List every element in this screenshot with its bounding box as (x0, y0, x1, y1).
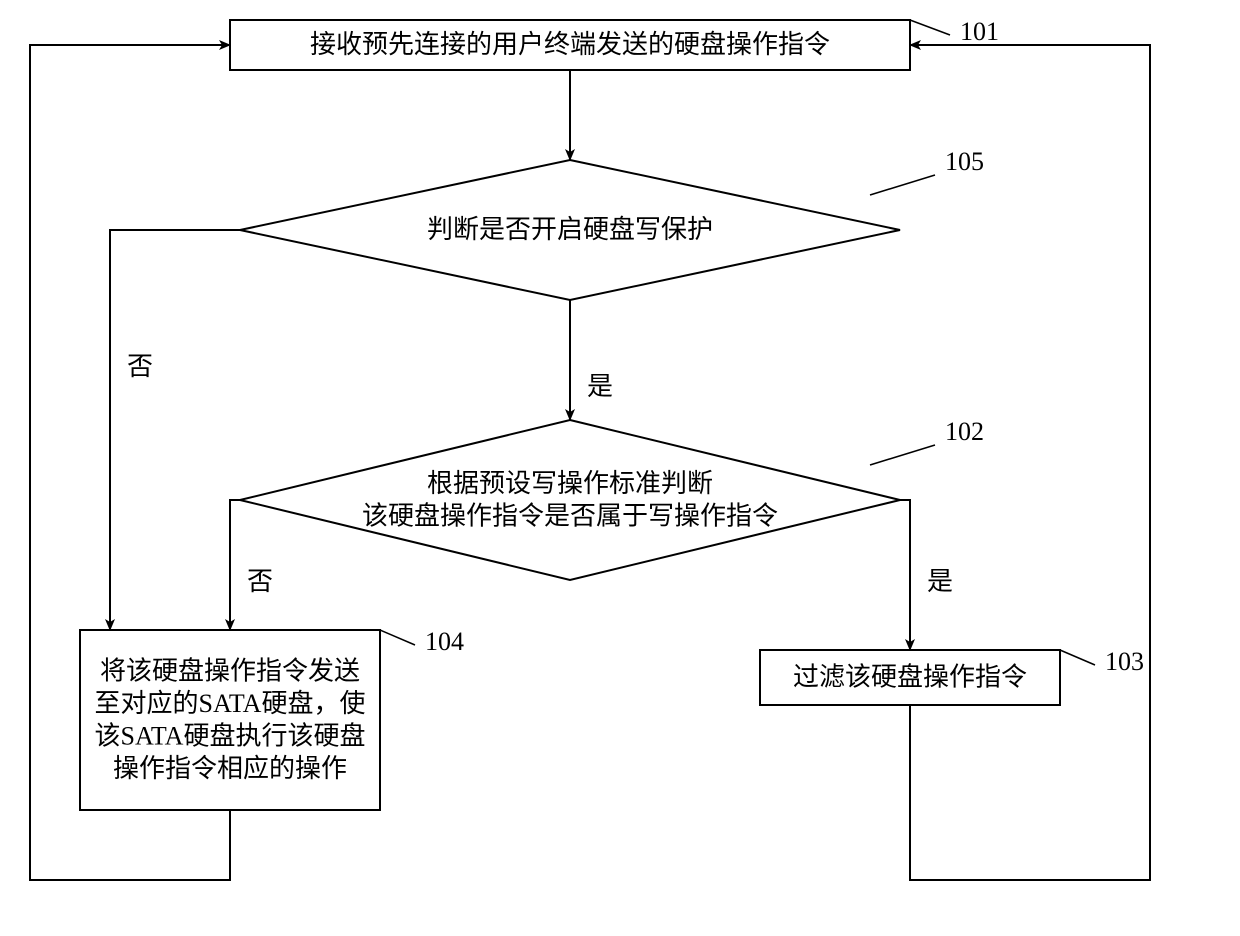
node-n104: 将该硬盘操作指令发送至对应的SATA硬盘，使该SATA硬盘执行该硬盘操作指令相应… (80, 630, 380, 810)
n102-diamond (240, 420, 900, 580)
n104-ref: 104 (425, 627, 464, 656)
edge-4 (900, 500, 910, 650)
n103-text-line-0: 过滤该硬盘操作指令 (793, 663, 1027, 692)
n104-text-line-2: 该SATA硬盘执行该硬盘 (95, 721, 366, 750)
n101-text-line-0: 接收预先连接的用户终端发送的硬盘操作指令 (310, 30, 830, 59)
n104-text-line-1: 至对应的SATA硬盘，使 (95, 689, 366, 718)
node-n102: 根据预设写操作标准判断该硬盘操作指令是否属于写操作指令 (240, 420, 900, 580)
n102-text-line-0: 根据预设写操作标准判断 (427, 469, 713, 498)
flowchart: 接收预先连接的用户终端发送的硬盘操作指令判断是否开启硬盘写保护根据预设写操作标准… (0, 0, 1240, 936)
edge-3-label: 否 (247, 567, 273, 596)
n102-text-line-1: 该硬盘操作指令是否属于写操作指令 (362, 501, 778, 530)
edge-10 (380, 630, 415, 645)
node-n105: 判断是否开启硬盘写保护 (240, 160, 900, 300)
n102-ref: 102 (945, 417, 984, 446)
n105-ref: 105 (945, 147, 984, 176)
edge-8 (870, 175, 935, 195)
edge-1-label: 是 (587, 372, 613, 401)
edge-11 (1060, 650, 1095, 665)
n104-text-line-0: 将该硬盘操作指令发送 (100, 656, 360, 685)
edge-2-label: 否 (127, 352, 153, 381)
edge-4-label: 是 (927, 567, 953, 596)
edge-2 (110, 230, 240, 630)
edge-9 (870, 445, 935, 465)
edge-3 (230, 500, 240, 630)
labels-layer: 101105102104103是否否是 (127, 17, 1144, 676)
n104-text-line-3: 操作指令相应的操作 (113, 754, 347, 783)
n105-text-line-0: 判断是否开启硬盘写保护 (427, 215, 713, 244)
n103-ref: 103 (1105, 647, 1144, 676)
n101-ref: 101 (960, 17, 999, 46)
edge-7 (910, 20, 950, 35)
node-n101: 接收预先连接的用户终端发送的硬盘操作指令 (230, 20, 910, 70)
node-n103: 过滤该硬盘操作指令 (760, 650, 1060, 705)
